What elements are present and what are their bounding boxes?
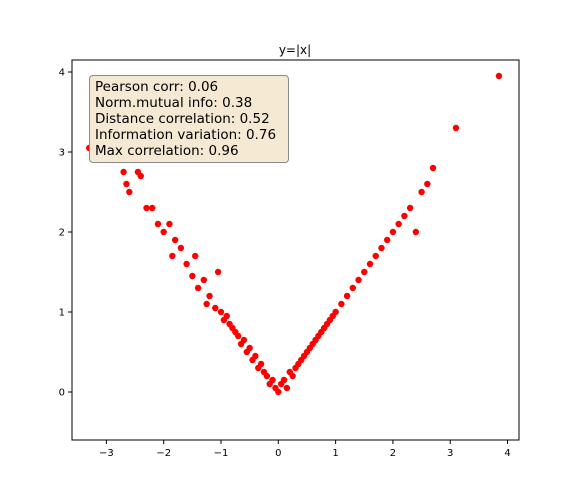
data-point	[171, 236, 179, 244]
y-tick-label: 4	[59, 68, 65, 79]
data-point	[280, 376, 288, 384]
data-point	[355, 276, 362, 284]
x-tick-label: −1	[214, 448, 229, 459]
data-point	[338, 300, 345, 308]
data-point	[289, 372, 296, 380]
data-point	[349, 284, 357, 292]
data-point	[332, 308, 339, 316]
data-point	[200, 276, 208, 284]
y-tick-label: 3	[59, 148, 65, 159]
chart-title: y=|x|	[279, 43, 311, 57]
y-tick-label: 0	[59, 388, 65, 399]
x-tick-label: −3	[99, 448, 114, 459]
data-point	[160, 228, 167, 236]
data-point	[361, 268, 368, 276]
data-point	[372, 252, 379, 260]
data-point	[137, 172, 144, 180]
data-point	[246, 344, 253, 352]
data-point	[401, 212, 408, 220]
data-point	[154, 220, 162, 228]
stat-pearson-corr: Pearson corr: 0.06	[95, 79, 219, 95]
data-point	[240, 336, 248, 344]
x-tick-label: 4	[504, 448, 510, 459]
x-tick-label: 2	[390, 448, 396, 459]
data-point	[126, 188, 133, 196]
x-tick-label: 1	[332, 448, 338, 459]
data-point	[183, 260, 190, 268]
data-point	[143, 204, 150, 212]
data-point	[263, 372, 271, 380]
data-point	[395, 220, 402, 228]
data-point	[234, 332, 242, 340]
stat-distance-correlation: Distance correlation: 0.52	[95, 111, 270, 127]
stat-norm-mutual-info: Norm.mutual info: 0.38	[95, 95, 253, 111]
plot-frame	[71, 59, 520, 441]
data-point	[169, 252, 176, 260]
data-point	[166, 220, 173, 228]
data-point	[217, 308, 225, 316]
data-point	[283, 384, 291, 392]
stat-max-correlation: Max correlation: 0.96	[95, 143, 239, 159]
data-point	[383, 236, 391, 244]
data-point	[495, 72, 503, 80]
data-point	[406, 204, 414, 212]
data-point	[212, 304, 219, 312]
y-tick-label: 1	[59, 308, 65, 319]
data-point	[194, 284, 202, 292]
data-point	[203, 300, 210, 308]
stats-annotation-box: Pearson corr: 0.06 Norm.mutual info: 0.3…	[89, 75, 289, 163]
x-tick-label: 0	[275, 448, 281, 459]
x-tick-label: −2	[156, 448, 171, 459]
data-point	[366, 260, 374, 268]
data-point	[252, 352, 259, 360]
data-point	[257, 360, 265, 368]
data-point	[429, 164, 437, 172]
data-point	[223, 312, 230, 320]
data-point	[424, 180, 431, 188]
data-point	[192, 252, 199, 260]
stat-information-variation: Information variation: 0.76	[95, 127, 277, 143]
data-point	[189, 272, 196, 280]
y-tick-label: 2	[59, 228, 65, 239]
data-point	[412, 228, 420, 236]
data-point	[177, 244, 185, 252]
axes-layer: −3 −2 −1 0 1 2 3 4 0 1 2 3 4	[59, 68, 511, 460]
data-point	[149, 204, 156, 212]
data-point	[123, 180, 130, 188]
data-point	[275, 388, 282, 396]
data-point	[214, 268, 222, 276]
data-point	[452, 124, 460, 132]
data-point	[389, 228, 397, 236]
data-point	[269, 376, 276, 384]
data-point	[418, 188, 425, 196]
data-point	[120, 168, 127, 176]
data-point	[206, 292, 213, 300]
data-point	[343, 292, 351, 300]
x-tick-label: 3	[447, 448, 453, 459]
points-layer	[85, 72, 503, 396]
data-point	[378, 244, 385, 252]
